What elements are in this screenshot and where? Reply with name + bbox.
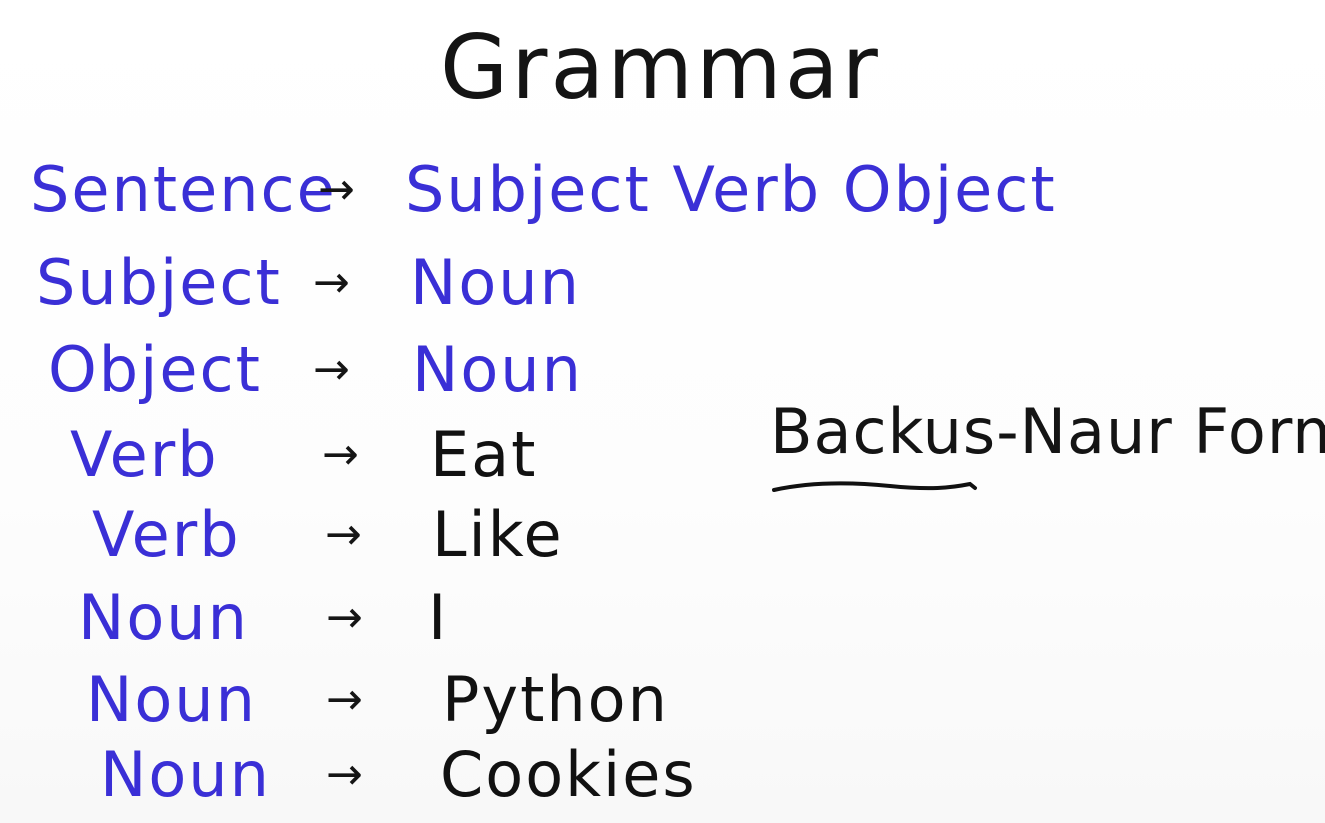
- rule-rhs: Noun: [410, 246, 581, 319]
- arrow-icon: →: [326, 749, 365, 800]
- underline-squiggle-icon: [772, 481, 977, 492]
- arrow-icon: →: [313, 344, 352, 395]
- rule-lhs: Noun: [86, 663, 257, 736]
- rule-lhs: Sentence: [30, 153, 337, 226]
- rule-lhs: Noun: [78, 581, 249, 654]
- page-title: Grammar: [440, 16, 881, 119]
- arrow-icon: →: [322, 429, 361, 480]
- arrow-icon: →: [326, 592, 365, 643]
- grammar-rule-object: Object → Noun: [0, 330, 1325, 420]
- rule-rhs: Like: [432, 498, 564, 571]
- arrow-icon: →: [326, 674, 365, 725]
- grammar-rule-verb-like: Verb → Like: [0, 495, 1325, 585]
- grammar-rule-noun-cookies: Noun → Cookies: [0, 735, 1325, 823]
- rule-rhs: Noun: [412, 333, 583, 406]
- arrow-icon: →: [318, 164, 357, 215]
- rule-rhs: Python: [442, 663, 669, 736]
- grammar-rule-verb-eat: Verb → Eat: [0, 415, 1325, 505]
- grammar-rule-subject: Subject → Noun: [0, 243, 1325, 333]
- rule-lhs: Verb: [70, 418, 219, 491]
- rule-lhs: Noun: [100, 738, 271, 811]
- bnf-label: Backus-Naur Form: [770, 395, 1325, 468]
- rule-lhs: Verb: [92, 498, 241, 571]
- rule-lhs: Subject: [36, 246, 282, 319]
- arrow-icon: →: [313, 257, 352, 308]
- rule-rhs: Subject Verb Object: [405, 153, 1057, 226]
- arrow-icon: →: [325, 509, 364, 560]
- rule-rhs: I: [428, 581, 449, 654]
- rule-lhs: Object: [48, 333, 262, 406]
- grammar-rule-noun-i: Noun → I: [0, 578, 1325, 668]
- grammar-rule-noun-python: Noun → Python: [0, 660, 1325, 750]
- grammar-rule-sentence: Sentence → Subject Verb Object: [0, 150, 1325, 240]
- rule-rhs: Eat: [430, 418, 538, 491]
- rule-rhs: Cookies: [440, 738, 697, 811]
